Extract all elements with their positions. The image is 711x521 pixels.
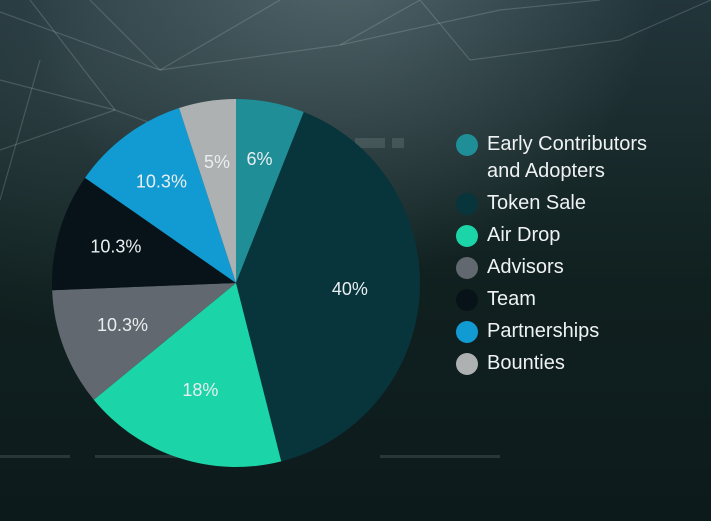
- pie-slice-3: [52, 283, 236, 400]
- legend-swatch: [456, 289, 478, 311]
- pie-slice-5: [85, 108, 236, 283]
- legend-swatch: [456, 134, 478, 156]
- chart-legend: Early Contributors and Adopters Token Sal…: [456, 131, 706, 382]
- legend-item: Team: [456, 286, 706, 313]
- legend-swatch: [456, 193, 478, 215]
- legend-label: Advisors: [487, 256, 564, 278]
- legend-swatch: [456, 353, 478, 375]
- legend-label: Bounties: [487, 352, 565, 374]
- slice-value-label: 10.3%: [136, 171, 187, 191]
- pie-slice-1: [236, 111, 420, 462]
- slice-value-label: 10.3%: [97, 315, 148, 335]
- legend-item: Partnerships: [456, 318, 706, 345]
- legend-swatch: [456, 257, 478, 279]
- legend-swatch: [456, 225, 478, 247]
- legend-swatch: [456, 321, 478, 343]
- legend-item: Advisors: [456, 254, 706, 281]
- legend-label: Partnerships: [487, 320, 600, 342]
- legend-label: Early Contributors and Adopters: [487, 133, 648, 182]
- slice-value-label: 6%: [246, 149, 272, 169]
- slice-value-label: 18%: [182, 380, 218, 400]
- pie-slice-0: [236, 99, 304, 283]
- legend-label: Token Sale: [487, 192, 586, 214]
- pie-slice-6: [179, 99, 236, 283]
- slice-value-label: 40%: [332, 279, 368, 299]
- legend-item: Token Sale: [456, 190, 706, 217]
- legend-item: Bounties: [456, 350, 706, 377]
- legend-label: Team: [487, 288, 536, 310]
- legend-item: Air Drop: [456, 222, 706, 249]
- slice-value-label: 10.3%: [90, 237, 141, 257]
- pie-slice-4: [52, 177, 237, 291]
- legend-item: Early Contributors and Adopters: [456, 131, 706, 185]
- pie-slice-2: [93, 283, 282, 467]
- legend-label: Air Drop: [487, 224, 561, 246]
- slice-value-label: 5%: [204, 152, 230, 172]
